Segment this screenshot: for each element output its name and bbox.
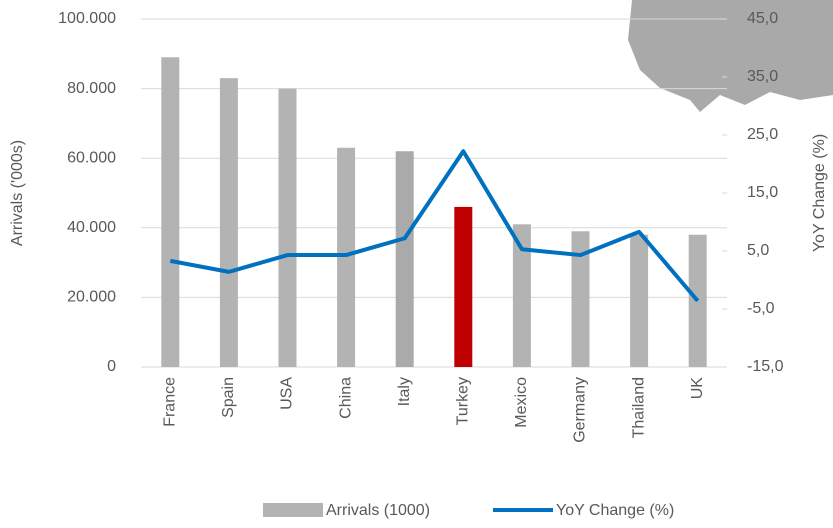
chart: Arrivals ('000s) YoY Change (%) 0 20.000 4… [0, 0, 833, 523]
x-tick-label: Italy [396, 377, 413, 406]
y-tick-label: 40.000 [67, 219, 116, 236]
bar [337, 148, 355, 367]
x-tick-label: Spain [220, 377, 237, 418]
x-tick-label: Thailand [630, 377, 647, 438]
y-axis-title: Arrivals ('000s) [9, 140, 26, 246]
y2-tick-label: 15,0 [747, 184, 778, 201]
x-tick-label: Mexico [513, 377, 530, 428]
bar [454, 207, 472, 367]
x-tick-label: Germany [572, 377, 589, 443]
legend-swatch [263, 503, 323, 517]
bar [279, 89, 297, 367]
y2-axis-title: YoY Change (%) [811, 134, 828, 252]
y-tick-label: 60.000 [67, 149, 116, 166]
decoration [628, 0, 833, 112]
bar [220, 78, 238, 367]
y-tick-label: 0 [107, 358, 116, 375]
y-tick-label: 20.000 [67, 289, 116, 306]
y2-tick-label: -15,0 [747, 358, 784, 375]
y2-tick-label: 45,0 [747, 10, 778, 27]
x-tick-label: UK [689, 377, 706, 400]
x-tick-label: Turkey [455, 377, 472, 425]
legend-label: YoY Change (%) [556, 502, 674, 519]
x-tick-label: China [337, 377, 354, 419]
x-tick-label: USA [279, 377, 296, 410]
y2-tick-label: -5,0 [747, 300, 775, 317]
legend-label: Arrivals (1000) [326, 502, 430, 519]
bar [396, 151, 414, 367]
y2-tick-label: 5,0 [747, 242, 769, 259]
line [170, 151, 697, 301]
bar [630, 235, 648, 367]
bar [161, 57, 179, 367]
y2-tick-label: 35,0 [747, 68, 778, 85]
y-tick-label: 100.000 [58, 10, 116, 27]
x-tick-label: France [162, 377, 179, 427]
y-tick-label: 80.000 [67, 80, 116, 97]
y2-tick-label: 25,0 [747, 126, 778, 143]
